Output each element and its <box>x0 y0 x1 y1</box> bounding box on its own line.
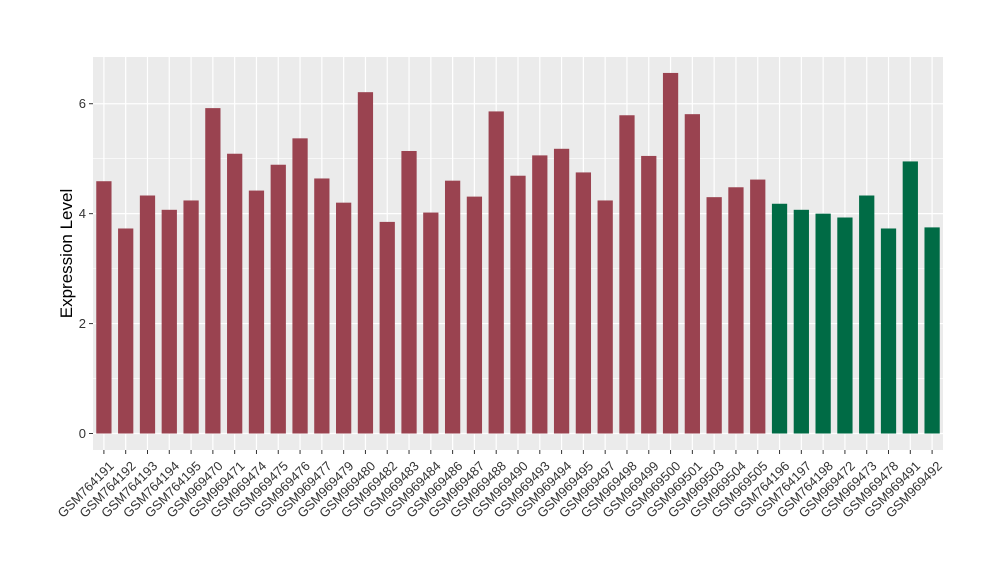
bar-GSM969471 <box>227 153 243 434</box>
bar-GSM969492 <box>924 227 940 434</box>
bar-GSM764197 <box>793 209 809 434</box>
y-axis: 0 2 4 6 <box>79 96 93 441</box>
bar-GSM764198 <box>815 213 831 434</box>
bar-GSM969497 <box>597 200 613 434</box>
bar-GSM969505 <box>750 179 766 434</box>
bar-GSM969487 <box>466 196 483 434</box>
y-tick-label: 0 <box>79 426 86 441</box>
bar-GSM969486 <box>444 180 461 434</box>
bar-GSM969476 <box>292 138 308 434</box>
bar-GSM764191 <box>96 181 112 434</box>
bar-GSM969482 <box>379 221 395 434</box>
bar-GSM969494 <box>553 148 570 434</box>
bar-GSM969474 <box>248 190 265 434</box>
bar-GSM764192 <box>118 228 134 434</box>
bar-GSM969479 <box>336 202 352 434</box>
bar-GSM969499 <box>641 155 657 434</box>
bars <box>96 72 940 434</box>
bar-GSM969490 <box>510 175 526 434</box>
bar-GSM969475 <box>270 164 286 434</box>
bar-GSM969501 <box>684 114 700 434</box>
y-tick-label: 4 <box>79 206 86 221</box>
bar-GSM764194 <box>161 209 177 434</box>
y-tick-label: 6 <box>79 96 86 111</box>
bar-GSM969483 <box>401 150 417 434</box>
bar-GSM969495 <box>575 172 592 434</box>
bar-GSM969503 <box>706 197 722 434</box>
y-tick-label: 2 <box>79 316 86 331</box>
bar-GSM969470 <box>205 108 221 434</box>
bar-GSM969477 <box>314 178 330 434</box>
x-axis: GSM764191GSM764192GSM764193GSM764194GSM7… <box>55 450 945 521</box>
bar-GSM969472 <box>837 217 853 434</box>
bar-GSM969473 <box>859 195 875 434</box>
bar-GSM764195 <box>183 200 199 434</box>
bar-GSM969484 <box>423 212 439 434</box>
bar-GSM969480 <box>357 92 374 434</box>
bar-GSM764196 <box>771 203 788 434</box>
bar-GSM764193 <box>139 195 156 434</box>
bar-GSM969493 <box>532 155 548 434</box>
bar-GSM969498 <box>619 115 635 434</box>
y-axis-label: Expression Level <box>57 189 76 318</box>
bar-GSM969488 <box>488 111 504 434</box>
bar-GSM969504 <box>728 187 744 434</box>
bar-GSM969491 <box>902 161 918 434</box>
bar-GSM969478 <box>880 228 897 434</box>
bar-GSM969500 <box>662 72 679 434</box>
